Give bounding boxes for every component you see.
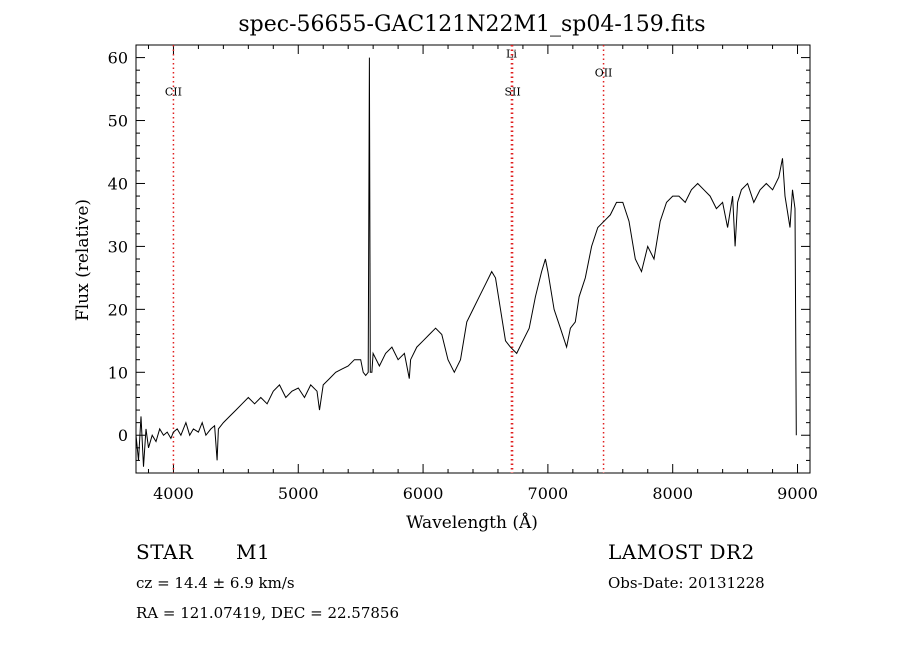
y-tick-label: 0 <box>118 426 128 445</box>
observation-date: Obs-Date: 20131228 <box>608 574 765 592</box>
x-axis-ticks: 4000 5000 6000 7000 8000 9000 <box>147 45 818 503</box>
y-tick-label: 10 <box>108 363 128 382</box>
marker-label-cii: CII <box>165 85 182 98</box>
y-tick-label: 20 <box>108 300 128 319</box>
y-tick-label: 40 <box>108 174 128 193</box>
marker-label-sii: SII <box>504 85 520 98</box>
y-tick-label: 50 <box>108 112 128 131</box>
marker-label-li: Li <box>506 48 517 61</box>
y-tick-label: 30 <box>108 237 128 256</box>
chart-title: spec-56655-GAC121N22M1_sp04-159.fits <box>238 12 705 37</box>
spectrum-line <box>135 57 797 467</box>
x-tick-label: 5000 <box>278 484 319 503</box>
x-tick-label: 9000 <box>777 484 818 503</box>
object-class: STAR <box>136 540 194 564</box>
y-tick-label: 60 <box>108 49 128 68</box>
x-tick-label: 7000 <box>528 484 569 503</box>
x-tick-label: 8000 <box>652 484 693 503</box>
object-subclass: M1 <box>236 540 271 564</box>
marker-label-oii: OII <box>595 66 613 79</box>
x-axis-label: Wavelength (Å) <box>406 512 538 533</box>
spectral-line-markers: CII SII Li OII <box>165 45 613 473</box>
survey-name: LAMOST DR2 <box>608 540 755 564</box>
y-axis-ticks: 0 10 20 30 40 50 60 <box>108 44 810 474</box>
redshift-value: cz = 14.4 ± 6.9 km/s <box>136 574 295 592</box>
x-tick-label: 4000 <box>153 484 194 503</box>
x-tick-label: 6000 <box>403 484 444 503</box>
y-axis-label: Flux (relative) <box>73 199 93 321</box>
coordinates: RA = 121.07419, DEC = 22.57856 <box>136 604 400 622</box>
